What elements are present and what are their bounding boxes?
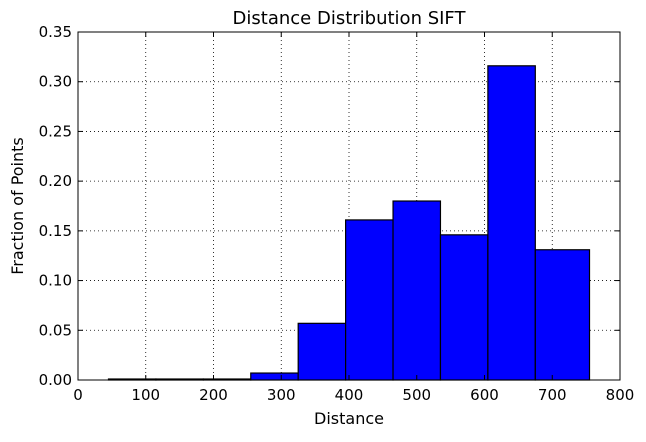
bars xyxy=(107,65,591,381)
y-tick-label: 0.30 xyxy=(39,73,72,91)
histogram-bar xyxy=(534,249,591,381)
x-tick-label: 0 xyxy=(73,386,83,404)
histogram-bar xyxy=(487,65,536,381)
y-axis-label: Fraction of Points xyxy=(8,137,27,275)
histogram-bar xyxy=(392,200,442,381)
y-tick-label: 0.10 xyxy=(39,272,72,290)
y-tick-label: 0.25 xyxy=(39,122,72,140)
histogram-bar xyxy=(439,234,489,381)
x-tick-labels: 0 100 200 300 400 500 600 700 800 xyxy=(73,386,634,404)
x-tick-label: 100 xyxy=(131,386,160,404)
histogram-bar xyxy=(250,372,299,381)
histogram-bar xyxy=(297,322,347,381)
axis-ticks xyxy=(77,31,621,381)
x-tick-label: 300 xyxy=(267,386,296,404)
y-tick-label: 0.35 xyxy=(39,23,72,41)
chart-title: Distance Distribution SIFT xyxy=(233,8,467,29)
y-tick-label: 0.20 xyxy=(39,172,72,190)
y-tick-labels: 0.00 0.05 0.10 0.15 0.20 0.25 0.30 0.35 xyxy=(39,23,72,389)
x-tick-label: 700 xyxy=(538,386,567,404)
y-tick-label: 0.00 xyxy=(39,371,72,389)
x-tick-label: 200 xyxy=(199,386,228,404)
x-tick-label: 500 xyxy=(402,386,431,404)
x-tick-label: 400 xyxy=(335,386,364,404)
y-tick-label: 0.05 xyxy=(39,321,72,339)
histogram-bar xyxy=(345,219,394,381)
x-tick-label: 600 xyxy=(470,386,499,404)
x-tick-label: 800 xyxy=(606,386,635,404)
y-tick-label: 0.15 xyxy=(39,222,72,240)
x-axis-label: Distance xyxy=(314,409,384,428)
